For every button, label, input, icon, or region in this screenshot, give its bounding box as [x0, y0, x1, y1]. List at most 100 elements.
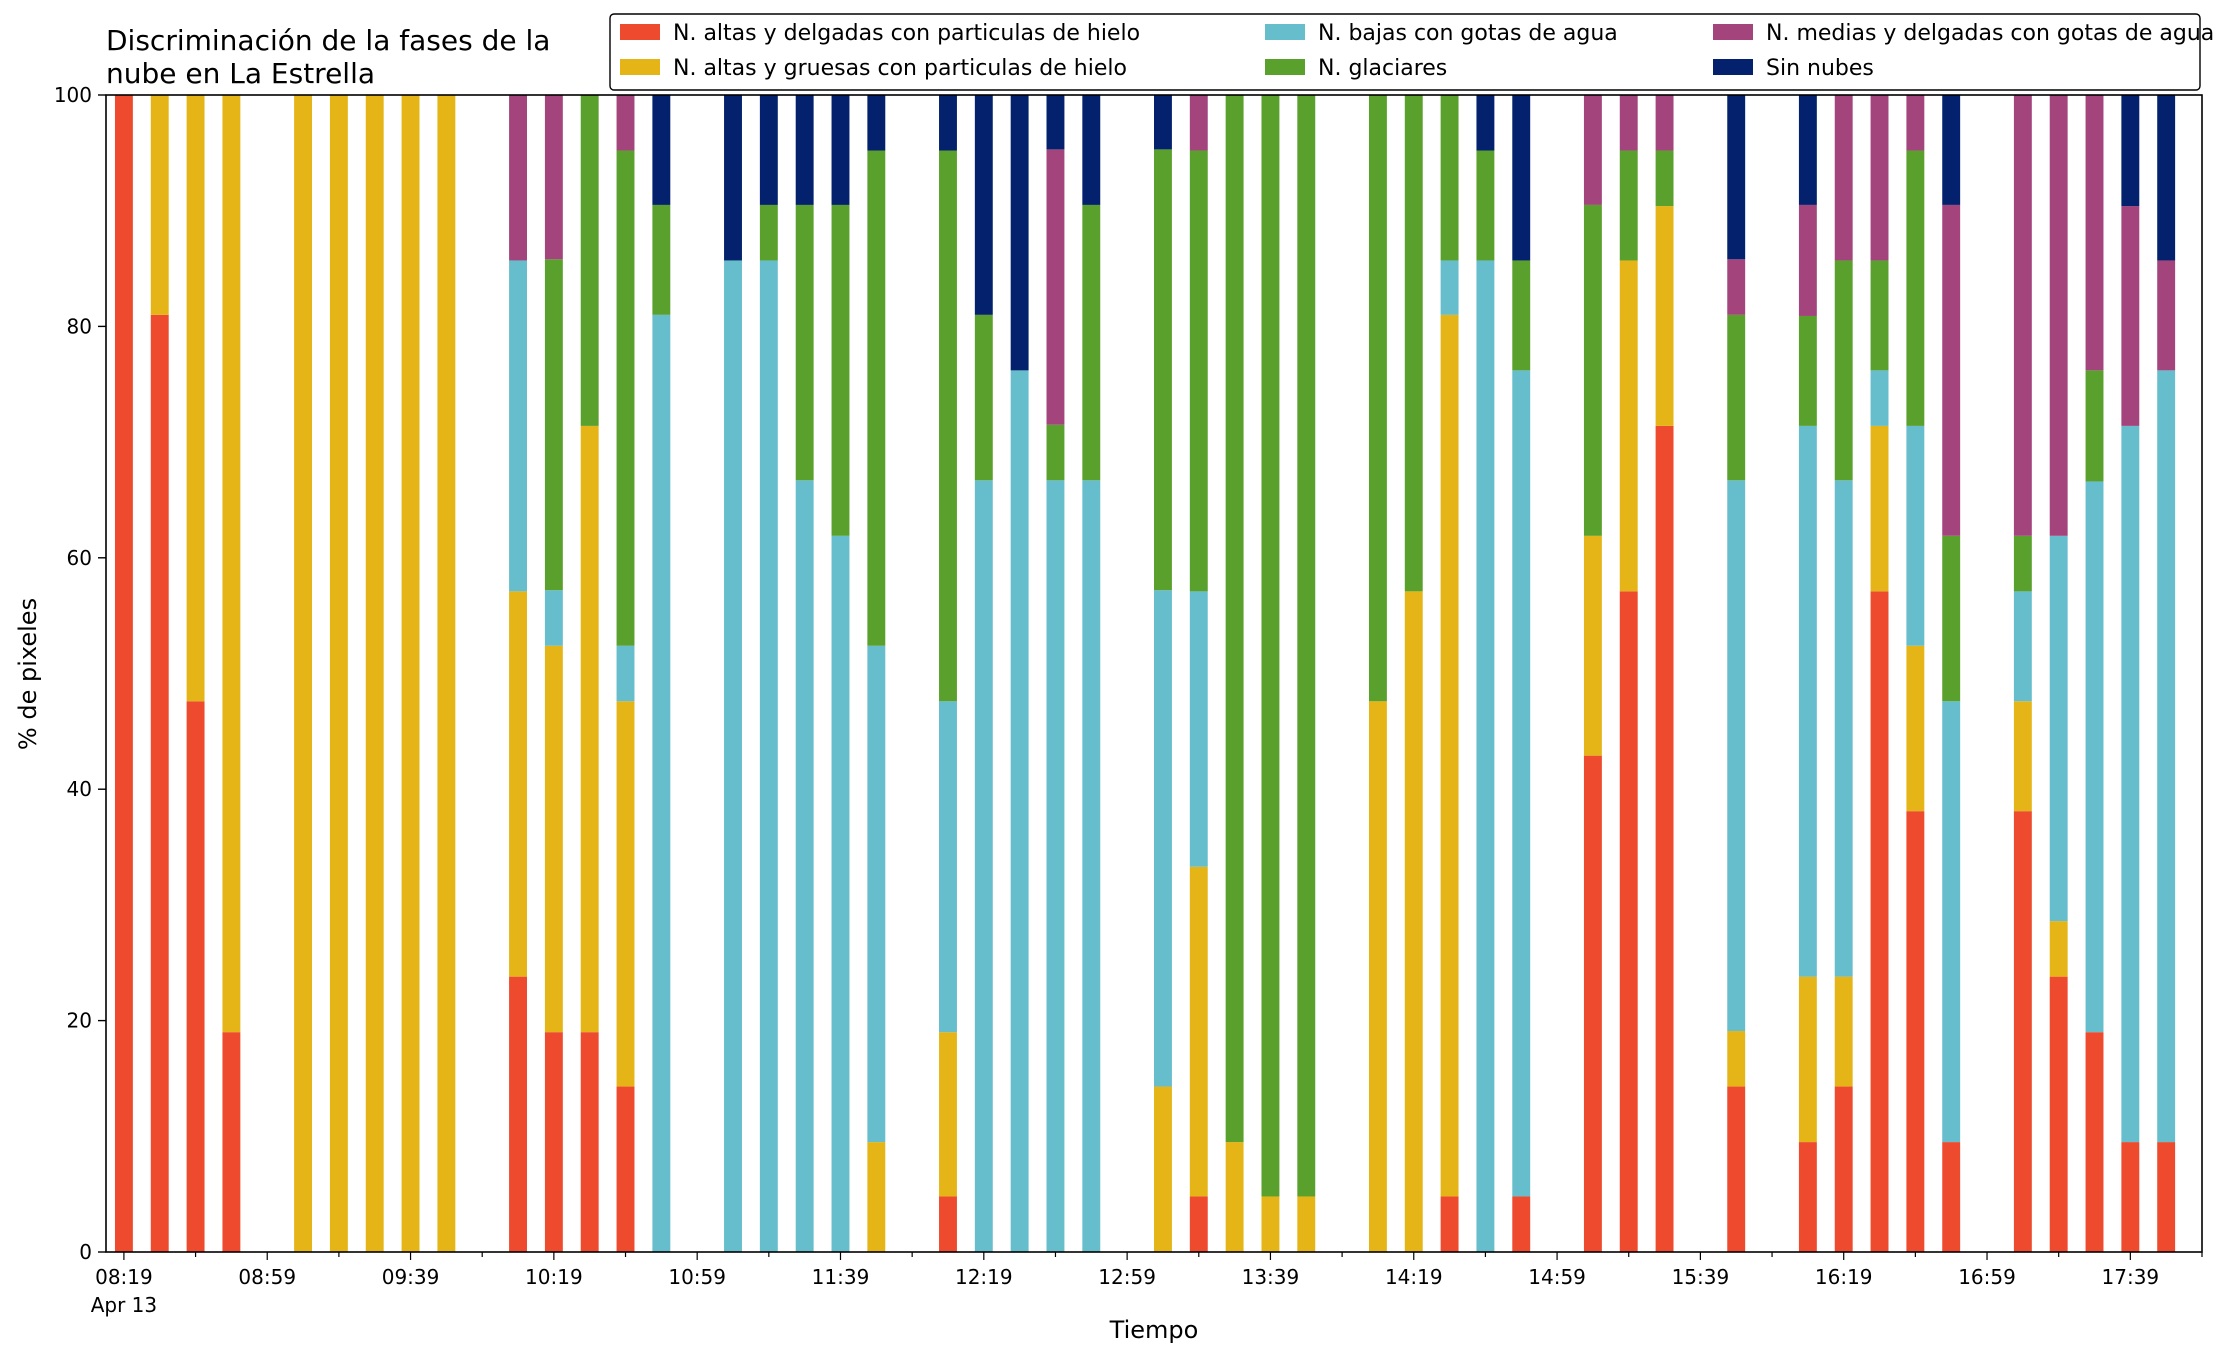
x-date-label: Apr 13 — [91, 1293, 157, 1317]
bar-segment-43-3 — [2013, 535, 2032, 592]
bar-segment-41-1 — [1906, 645, 1925, 812]
bar-segment-24-5 — [1154, 95, 1172, 150]
bar-segment-22-4 — [1046, 149, 1065, 425]
legend-swatch-1 — [620, 59, 660, 75]
bar-segment-18-2 — [867, 645, 886, 1143]
bar-segment-45-3 — [2085, 370, 2104, 482]
bar-segment-21-5 — [1010, 95, 1029, 371]
legend-label-1: N. altas y gruesas con particulas de hie… — [673, 56, 1127, 81]
bar-segment-4-1 — [294, 95, 313, 1252]
bar-segment-25-4 — [1189, 95, 1208, 151]
plot-frame — [105, 94, 2203, 1253]
bar-segment-12-4 — [616, 95, 635, 151]
bars-group — [114, 95, 2176, 1253]
bar-segment-16-2 — [795, 480, 814, 1252]
bar-segment-24-2 — [1154, 590, 1172, 1087]
y-tick-label: 20 — [67, 1009, 92, 1033]
bar-segment-9-1 — [509, 591, 527, 977]
bar-segment-46-5 — [2121, 95, 2140, 207]
bar-segment-28-3 — [1297, 95, 1316, 1197]
legend-swatch-5 — [1713, 59, 1753, 75]
bar-segment-36-0 — [1655, 425, 1674, 1252]
x-tick-label: 12:59 — [1098, 1265, 1156, 1289]
x-tick-label: 16:19 — [1815, 1265, 1873, 1289]
bar-segment-25-3 — [1189, 150, 1208, 592]
bar-segment-20-3 — [974, 314, 993, 481]
bar-segment-31-0 — [1440, 1196, 1459, 1252]
legend-label-2: N. bajas con gotas de agua — [1318, 21, 1618, 46]
bar-segment-31-1 — [1440, 314, 1459, 1197]
bar-segment-39-1 — [1834, 976, 1853, 1087]
chart-title-line-1: Discriminación de la fases de la — [106, 24, 550, 57]
bar-segment-42-0 — [1942, 1142, 1961, 1252]
bar-segment-19-0 — [939, 1196, 957, 1252]
bar-segment-25-2 — [1189, 591, 1208, 867]
bar-segment-43-2 — [2013, 591, 2032, 702]
x-tick-label: 13:39 — [1242, 1265, 1300, 1289]
legend-label-5: Sin nubes — [1766, 56, 1874, 81]
bar-segment-23-3 — [1082, 204, 1101, 481]
bar-segment-10-2 — [544, 590, 563, 646]
bar-segment-38-2 — [1798, 425, 1817, 977]
y-tick-label: 60 — [67, 546, 92, 570]
legend-label-3: N. glaciares — [1318, 56, 1447, 81]
x-axis-label: Tiempo — [1109, 1316, 1199, 1344]
y-axis-label: % de pixeles — [14, 598, 42, 750]
legend-label-4: N. medias y delgadas con gotas de agua — [1766, 21, 2214, 46]
bar-segment-17-3 — [831, 204, 850, 536]
x-tick-label: 12:19 — [955, 1265, 1013, 1289]
x-tick-label: 10:19 — [525, 1265, 583, 1289]
bar-segment-36-3 — [1655, 150, 1674, 207]
bar-segment-41-4 — [1906, 95, 1925, 151]
bar-segment-38-5 — [1798, 95, 1817, 205]
x-tick-label: 11:39 — [812, 1265, 870, 1289]
bar-segment-40-3 — [1870, 260, 1889, 371]
bar-segment-42-2 — [1942, 701, 1961, 1143]
bar-segment-31-3 — [1440, 95, 1459, 261]
bar-segment-37-0 — [1727, 1086, 1746, 1252]
bar-segment-28-1 — [1297, 1196, 1316, 1252]
bar-segment-10-4 — [544, 95, 563, 260]
bar-segment-43-4 — [2013, 95, 2032, 536]
bar-segment-15-2 — [759, 260, 778, 1252]
bar-segment-31-2 — [1440, 260, 1459, 315]
bar-segment-37-2 — [1727, 480, 1746, 1032]
legend-label-0: N. altas y delgadas con particulas de hi… — [673, 21, 1140, 46]
y-tick-label: 0 — [79, 1240, 92, 1264]
bar-segment-20-5 — [974, 95, 993, 315]
bar-segment-12-0 — [616, 1086, 635, 1252]
bar-segment-2-0 — [186, 701, 205, 1252]
bar-segment-3-1 — [222, 95, 241, 1033]
bar-segment-11-1 — [580, 425, 599, 1033]
bar-segment-35-1 — [1619, 260, 1638, 592]
bar-segment-32-2 — [1476, 260, 1495, 1252]
bar-segment-9-0 — [509, 976, 527, 1252]
bar-segment-46-2 — [2121, 425, 2140, 1143]
bar-segment-16-3 — [795, 204, 814, 481]
bar-segment-22-5 — [1046, 95, 1065, 150]
bar-segment-39-4 — [1834, 95, 1853, 261]
bar-segment-39-2 — [1834, 480, 1853, 977]
bar-segment-40-2 — [1870, 370, 1889, 426]
bar-segment-13-5 — [652, 95, 671, 205]
bar-segment-35-3 — [1619, 150, 1638, 261]
bar-segment-14-5 — [724, 95, 742, 261]
bar-segment-26-1 — [1225, 1142, 1244, 1252]
bar-segment-38-4 — [1798, 204, 1817, 316]
bar-segment-33-0 — [1512, 1196, 1531, 1252]
x-tick-label: 15:39 — [1672, 1265, 1730, 1289]
bar-segment-38-1 — [1798, 976, 1817, 1143]
bar-segment-44-1 — [2049, 921, 2068, 977]
bar-segment-44-4 — [2049, 95, 2068, 536]
bar-segment-10-1 — [544, 645, 563, 1033]
bar-segment-40-1 — [1870, 425, 1889, 592]
bar-segment-39-0 — [1834, 1086, 1853, 1252]
bar-segment-19-3 — [939, 150, 957, 702]
x-tick-label: 16:59 — [1958, 1265, 2016, 1289]
bar-segment-23-2 — [1082, 480, 1101, 1252]
bar-segment-45-0 — [2085, 1032, 2104, 1252]
bar-segment-15-5 — [759, 95, 778, 205]
bar-segment-12-2 — [616, 645, 635, 702]
y-axis: 0 20 40 60 80 100 — [54, 83, 106, 1264]
